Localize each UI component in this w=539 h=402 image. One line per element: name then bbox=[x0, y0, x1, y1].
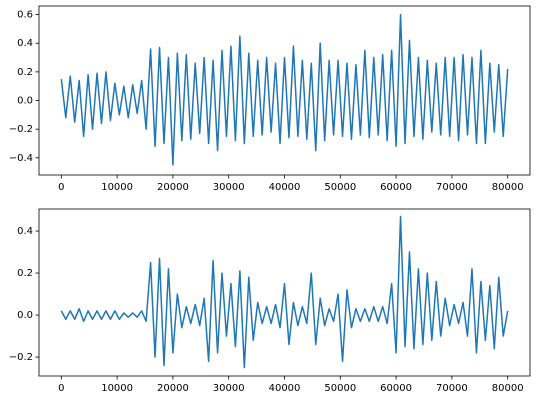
x-tick-label: 50000 bbox=[324, 383, 356, 394]
y-tick-label: 0.4 bbox=[17, 38, 33, 49]
x-tick-label: 70000 bbox=[436, 383, 468, 394]
y-tick-label: −0.2 bbox=[9, 352, 33, 363]
x-tick-label: 30000 bbox=[213, 182, 245, 193]
x-tick-label: 20000 bbox=[157, 182, 189, 193]
x-tick-label: 40000 bbox=[269, 383, 301, 394]
y-tick-label: 0.6 bbox=[17, 10, 33, 21]
x-tick-label: 60000 bbox=[380, 182, 412, 193]
x-tick-label: 70000 bbox=[436, 182, 468, 193]
y-tick-label: −0.4 bbox=[9, 153, 33, 164]
x-tick-label: 60000 bbox=[380, 383, 412, 394]
y-tick-label: 0.2 bbox=[17, 268, 33, 279]
x-tick-label: 40000 bbox=[269, 182, 301, 193]
waveform-line bbox=[60, 13, 509, 166]
x-tick-label: 10000 bbox=[101, 383, 133, 394]
y-tick-label: 0.0 bbox=[17, 310, 33, 321]
y-tick-label: 0.2 bbox=[17, 67, 33, 78]
x-tick-label: 10000 bbox=[101, 182, 133, 193]
x-tick-label: 0 bbox=[58, 182, 64, 193]
y-tick-label: 0.0 bbox=[17, 96, 33, 107]
x-tick-label: 50000 bbox=[324, 182, 356, 193]
y-tick-label: 0.4 bbox=[17, 226, 33, 237]
x-tick-label: 0 bbox=[58, 383, 64, 394]
x-tick-label: 20000 bbox=[157, 383, 189, 394]
x-tick-label: 80000 bbox=[492, 383, 524, 394]
waveform-line bbox=[60, 215, 509, 369]
x-tick-label: 30000 bbox=[213, 383, 245, 394]
x-tick-label: 80000 bbox=[492, 182, 524, 193]
y-tick-label: −0.2 bbox=[9, 124, 33, 135]
